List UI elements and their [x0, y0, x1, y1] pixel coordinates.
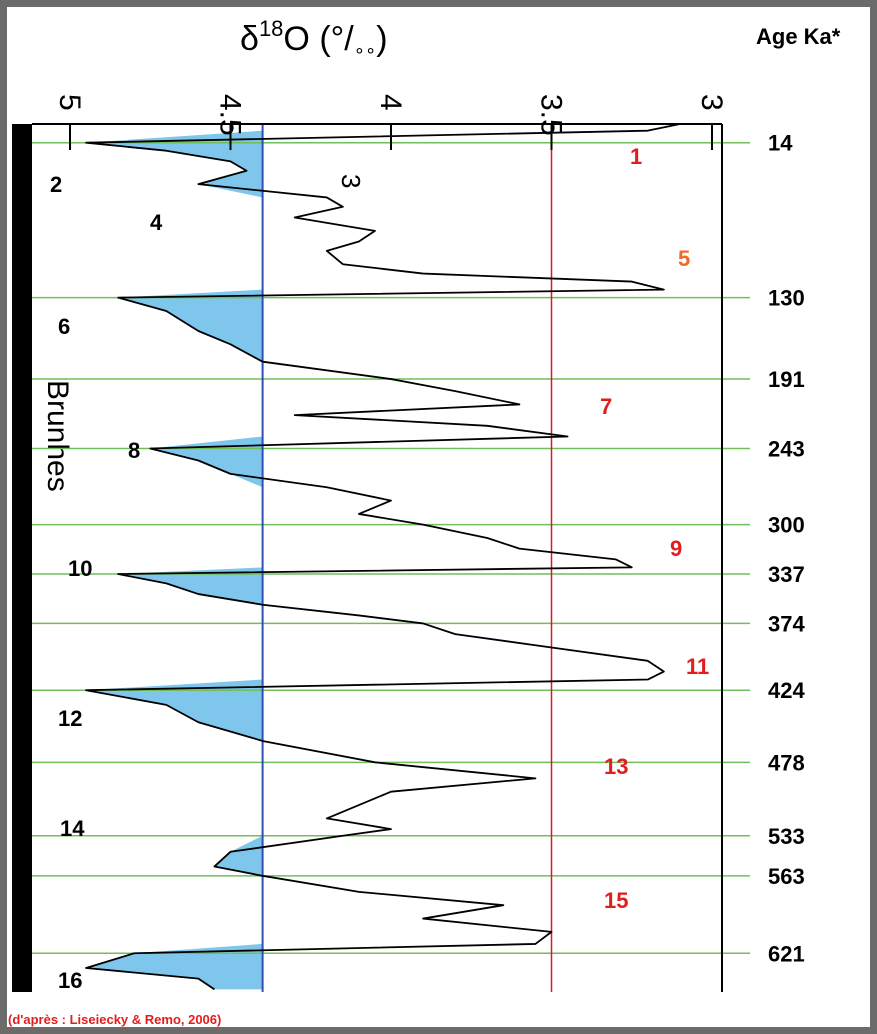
curve-layer [85, 124, 681, 991]
age-label-337: 337 [768, 562, 805, 587]
stage-label-5: 5 [678, 246, 690, 271]
title-rest: O (°/ [283, 20, 354, 58]
age-label-191: 191 [768, 367, 805, 392]
stage-label-11: 11 [686, 654, 709, 679]
stage-label-4: 4 [150, 210, 163, 235]
source-note: (d'après : Liseiecky & Remo, 2006) [8, 1012, 221, 1027]
stage-label-2: 2 [50, 172, 62, 197]
x-tick-label-4: 4 [374, 94, 407, 111]
stage-label-15: 15 [604, 888, 628, 913]
age-label-300: 300 [768, 513, 805, 538]
age-label-478: 478 [768, 750, 805, 775]
stage-label-12: 12 [58, 706, 82, 731]
title-sup: 18 [259, 16, 283, 41]
title-permil: ∘∘ [354, 40, 377, 60]
age-label-130: 130 [768, 286, 805, 311]
title-delta: δ [240, 20, 259, 58]
age-labels: 14 130 191 243 300 337 374 424 478 533 563 621 [768, 131, 805, 967]
age-label-424: 424 [768, 678, 805, 703]
stage-label-8: 8 [128, 438, 140, 463]
x-tick-label-4.5: 4.5 [214, 94, 247, 136]
stage-label-14: 14 [60, 816, 85, 841]
brunhes-bar [12, 124, 32, 992]
stage-label-3: 3 [336, 174, 366, 188]
stage-label-6: 6 [58, 314, 70, 339]
age-label-621: 621 [768, 941, 805, 966]
stage-label-13: 13 [604, 754, 628, 779]
d18o-curve [85, 124, 681, 991]
x-tick-label-5: 5 [53, 94, 86, 111]
title-close: ) [376, 20, 387, 58]
age-axis-header: Age Ka* [756, 24, 841, 49]
chart-title: δ18O (°/∘∘) [240, 16, 388, 60]
age-label-374: 374 [768, 611, 805, 636]
age-label-533: 533 [768, 824, 805, 849]
x-tick-label-3: 3 [695, 94, 728, 111]
x-tick-layer: 5 4.5 4 3.5 3 [53, 94, 728, 150]
stage-label-10: 10 [68, 556, 92, 581]
stage-label-7: 7 [600, 394, 612, 419]
age-label-563: 563 [768, 864, 805, 889]
plot-area [12, 124, 722, 992]
stage-labels: 2 4 6 8 10 12 14 16 1 3 5 7 9 11 13 15 [50, 144, 709, 993]
stage-label-16: 16 [58, 968, 82, 993]
age-label-14: 14 [768, 131, 793, 156]
stage-label-1: 1 [630, 144, 642, 169]
stage-label-9: 9 [670, 536, 682, 561]
x-tick-label-3.5: 3.5 [535, 94, 568, 136]
brunhes-label: Brunhes [41, 380, 74, 492]
age-label-243: 243 [768, 436, 805, 461]
